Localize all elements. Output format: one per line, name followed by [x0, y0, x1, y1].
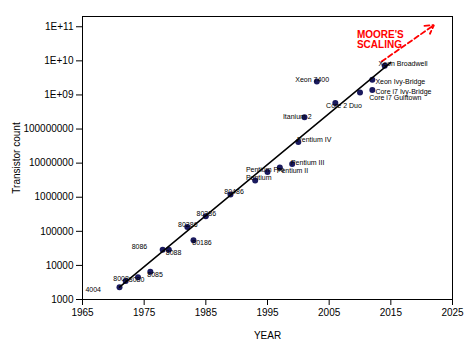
svg-text:Pentium II: Pentium II: [277, 167, 309, 174]
svg-text:Xeon Broadwell: Xeon Broadwell: [379, 60, 428, 67]
svg-text:Xeon 7400: Xeon 7400: [295, 76, 329, 83]
svg-text:Core i7 Ivy-Bridge: Core i7 Ivy-Bridge: [375, 88, 431, 96]
svg-text:1975: 1975: [133, 307, 156, 318]
svg-text:80286: 80286: [178, 221, 198, 228]
svg-text:2015: 2015: [380, 307, 403, 318]
svg-text:1995: 1995: [256, 307, 279, 318]
svg-text:100000000: 100000000: [23, 123, 73, 134]
svg-text:Pentium III: Pentium III: [291, 159, 325, 166]
svg-text:100000: 100000: [40, 226, 74, 237]
svg-text:Itanium 2: Itanium 2: [283, 113, 312, 120]
svg-text:Pentium IV: Pentium IV: [297, 136, 332, 143]
svg-text:8080: 8080: [129, 276, 145, 283]
svg-text:1E+11: 1E+11: [45, 21, 74, 32]
svg-text:1000000: 1000000: [35, 191, 74, 202]
svg-text:Core 2 Duo: Core 2 Duo: [326, 102, 362, 109]
svg-text:8088: 8088: [166, 249, 182, 256]
svg-text:1965: 1965: [71, 307, 94, 318]
svg-text:Transistor count: Transistor count: [11, 122, 22, 194]
svg-text:Pentium Pro: Pentium Pro: [245, 165, 285, 173]
svg-text:8086: 8086: [132, 243, 148, 250]
svg-text:80186: 80186: [192, 239, 212, 246]
svg-text:8008: 8008: [113, 274, 129, 281]
svg-text:Core i7 Gulftown: Core i7 Gulftown: [369, 94, 421, 101]
svg-text:1E+09: 1E+09: [44, 89, 74, 100]
svg-text:Pentium: Pentium: [246, 174, 272, 181]
svg-text:YEAR: YEAR: [254, 330, 281, 341]
svg-text:80486: 80486: [224, 188, 244, 195]
svg-text:2005: 2005: [318, 307, 341, 318]
svg-text:8085: 8085: [147, 270, 163, 277]
svg-text:4004: 4004: [85, 286, 101, 293]
svg-text:MOORE'SSCALING: MOORE'SSCALING: [357, 29, 404, 50]
svg-text:2025: 2025: [441, 307, 464, 318]
svg-text:Xeon Ivy-Bridge: Xeon Ivy-Bridge: [375, 78, 425, 86]
svg-text:1E+10: 1E+10: [44, 55, 74, 66]
svg-text:1000: 1000: [51, 294, 74, 305]
svg-text:10000: 10000: [46, 260, 74, 271]
svg-text:10000000: 10000000: [29, 157, 74, 168]
svg-text:1985: 1985: [195, 307, 218, 318]
svg-text:80386: 80386: [197, 210, 217, 217]
